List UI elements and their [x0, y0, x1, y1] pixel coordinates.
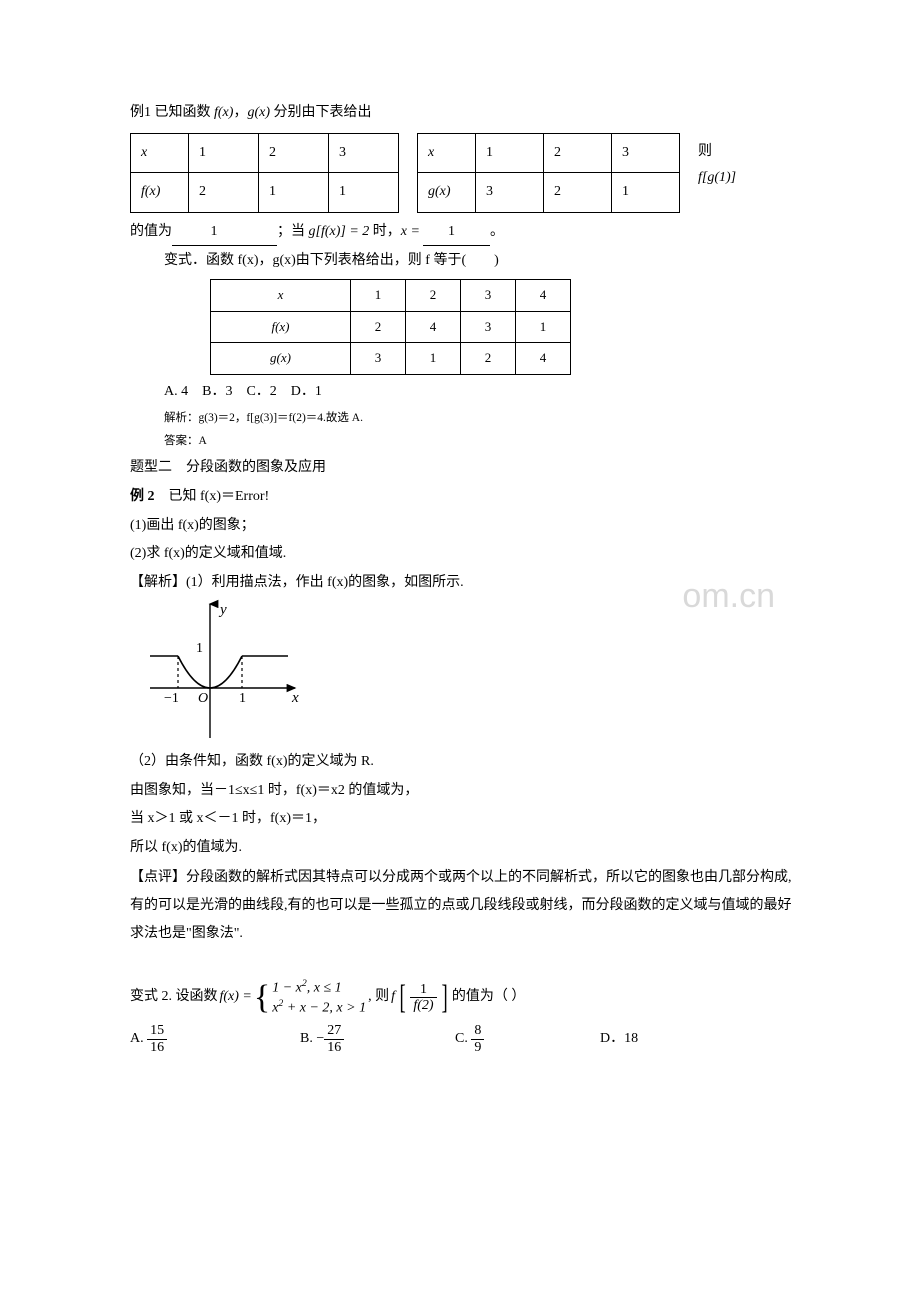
analysis-3: 由图象知，当－1≤x≤1 时，f(x)＝x2 的值域为， [130, 778, 795, 805]
variant2-line: 变式 2. 设函数 f(x) = { 1 − x2, x ≤ 1 x2 + x … [130, 978, 795, 1018]
side-column: 则 f[g(1)] [698, 133, 736, 198]
cell: 4 [516, 343, 571, 375]
question-1: (1)画出 f(x)的图象； [130, 513, 795, 540]
svg-text:y: y [218, 602, 227, 618]
analysis-1: 【解析】(1）利用描点法，作出 f(x)的图象，如图所示. om.cn [130, 570, 795, 597]
example2-label: 例 2 [130, 489, 155, 504]
example1-answer-line: 的值为 1 ；当 g[f(x)] = 2 时，x = 1 。 [130, 219, 795, 247]
cell: 2 [189, 173, 259, 213]
fgx-expr: f[g(1)] [698, 165, 736, 192]
example1-intro: 例1 已知函数 f(x)，g(x) 分别由下表给出 [130, 100, 795, 127]
f-outer: f [391, 984, 395, 1011]
function-graph: y x O −1 1 1 [140, 598, 795, 743]
fx-expr: f(x) = [220, 984, 252, 1011]
cell: x [428, 145, 434, 160]
option-a: A. 1516 [130, 1023, 300, 1055]
table-variant: x 1 2 3 4 f(x) 2 4 3 1 g(x) 3 1 2 4 [210, 279, 571, 375]
comment-block: 【点评】分段函数的解析式因其特点可以分成两个或两个以上的不同解析式，所以它的图象… [130, 864, 795, 948]
cell: x [278, 287, 284, 302]
table-fx: x 1 2 3 f(x) 2 1 1 [130, 133, 399, 213]
cell: f(x) [271, 319, 289, 334]
cell: g(x) [428, 184, 451, 199]
svg-text:−1: −1 [164, 691, 179, 706]
table-row: g(x) 3 2 1 [418, 173, 680, 213]
svg-text:O: O [198, 691, 208, 706]
cell: 4 [516, 279, 571, 311]
tables-row: x 1 2 3 f(x) 2 1 1 x 1 2 3 g(x) 3 2 1 则 … [130, 133, 795, 213]
cell: 4 [406, 311, 461, 343]
cell: 3 [351, 343, 406, 375]
cell: 2 [406, 279, 461, 311]
left-brace-icon: { [254, 981, 270, 1015]
solution-line-1: 解析：g(3)＝2，f[g(3)]＝f(2)＝4.故选 A. [130, 408, 795, 430]
left-bracket-icon: [ [400, 981, 406, 1015]
option-d: D．18 [600, 1023, 638, 1055]
table-row: x 1 2 3 [418, 133, 680, 173]
cell: 1 [259, 173, 329, 213]
cell: 3 [612, 133, 680, 173]
gfx-expr: g[f(x)] = 2 [309, 224, 370, 239]
cell: 2 [544, 173, 612, 213]
table-row: f(x) 2 1 1 [131, 173, 399, 213]
section2-title: 题型二 分段函数的图象及应用 [130, 455, 795, 482]
cell: 2 [544, 133, 612, 173]
blank-1: 1 [172, 219, 277, 247]
example2-line: 例 2 已知 f(x)＝Error! [130, 484, 795, 511]
gx-symbol: g(x) [247, 105, 270, 120]
cell: f(x) [141, 184, 160, 199]
analysis-2: （2）由条件知，函数 f(x)的定义域为 R. [130, 749, 795, 776]
table-row: f(x) 2 4 3 1 [211, 311, 571, 343]
cell: 3 [329, 133, 399, 173]
cell: 1 [516, 311, 571, 343]
cell: 1 [329, 173, 399, 213]
cell: 1 [351, 279, 406, 311]
piecewise-body: 1 − x2, x ≤ 1 x2 + x − 2, x > 1 [272, 978, 366, 1018]
cell: 2 [461, 343, 516, 375]
cell: 1 [189, 133, 259, 173]
analysis-5: 所以 f(x)的值域为. [130, 835, 795, 862]
table-gx: x 1 2 3 g(x) 3 2 1 [417, 133, 680, 213]
cell: 1 [406, 343, 461, 375]
solution-line-2: 答案：A [130, 431, 795, 453]
svg-text:1: 1 [239, 691, 246, 706]
analysis-4: 当 x＞1 或 x＜－1 时，f(x)＝1， [130, 806, 795, 833]
option-b: B. − 2716 [300, 1023, 455, 1055]
cell: 1 [476, 133, 544, 173]
cell: 3 [461, 279, 516, 311]
right-bracket-icon: ] [441, 981, 447, 1015]
fx-symbol: f(x) [214, 105, 233, 120]
cell: g(x) [270, 350, 291, 365]
table-row: g(x) 3 1 2 4 [211, 343, 571, 375]
x-var: x = [401, 224, 424, 239]
variant-options: A. 4 B．3 C．2 D．1 [130, 379, 795, 406]
cell: 2 [351, 311, 406, 343]
cell: x [141, 145, 147, 160]
table-row: x 1 2 3 [131, 133, 399, 173]
cell: 3 [461, 311, 516, 343]
variant2-options: A. 1516 B. − 2716 C. 89 D．18 [130, 1023, 795, 1055]
svg-text:1: 1 [196, 641, 203, 656]
cell: 2 [259, 133, 329, 173]
side-label: 则 [698, 139, 736, 166]
question-2: (2)求 f(x)的定义域和值域. [130, 541, 795, 568]
svg-text:x: x [291, 690, 299, 706]
cell: 3 [476, 173, 544, 213]
blank-2: 1 [423, 219, 490, 247]
variant-intro: 变式．函数 f(x)，g(x)由下列表格给出，则 f 等于( ) [130, 248, 795, 275]
error-text: Error! [235, 489, 269, 504]
table-row: x 1 2 3 4 [211, 279, 571, 311]
inner-fraction: 1 f(2) [410, 982, 436, 1014]
cell: 1 [612, 173, 680, 213]
option-c: C. 89 [455, 1023, 600, 1055]
